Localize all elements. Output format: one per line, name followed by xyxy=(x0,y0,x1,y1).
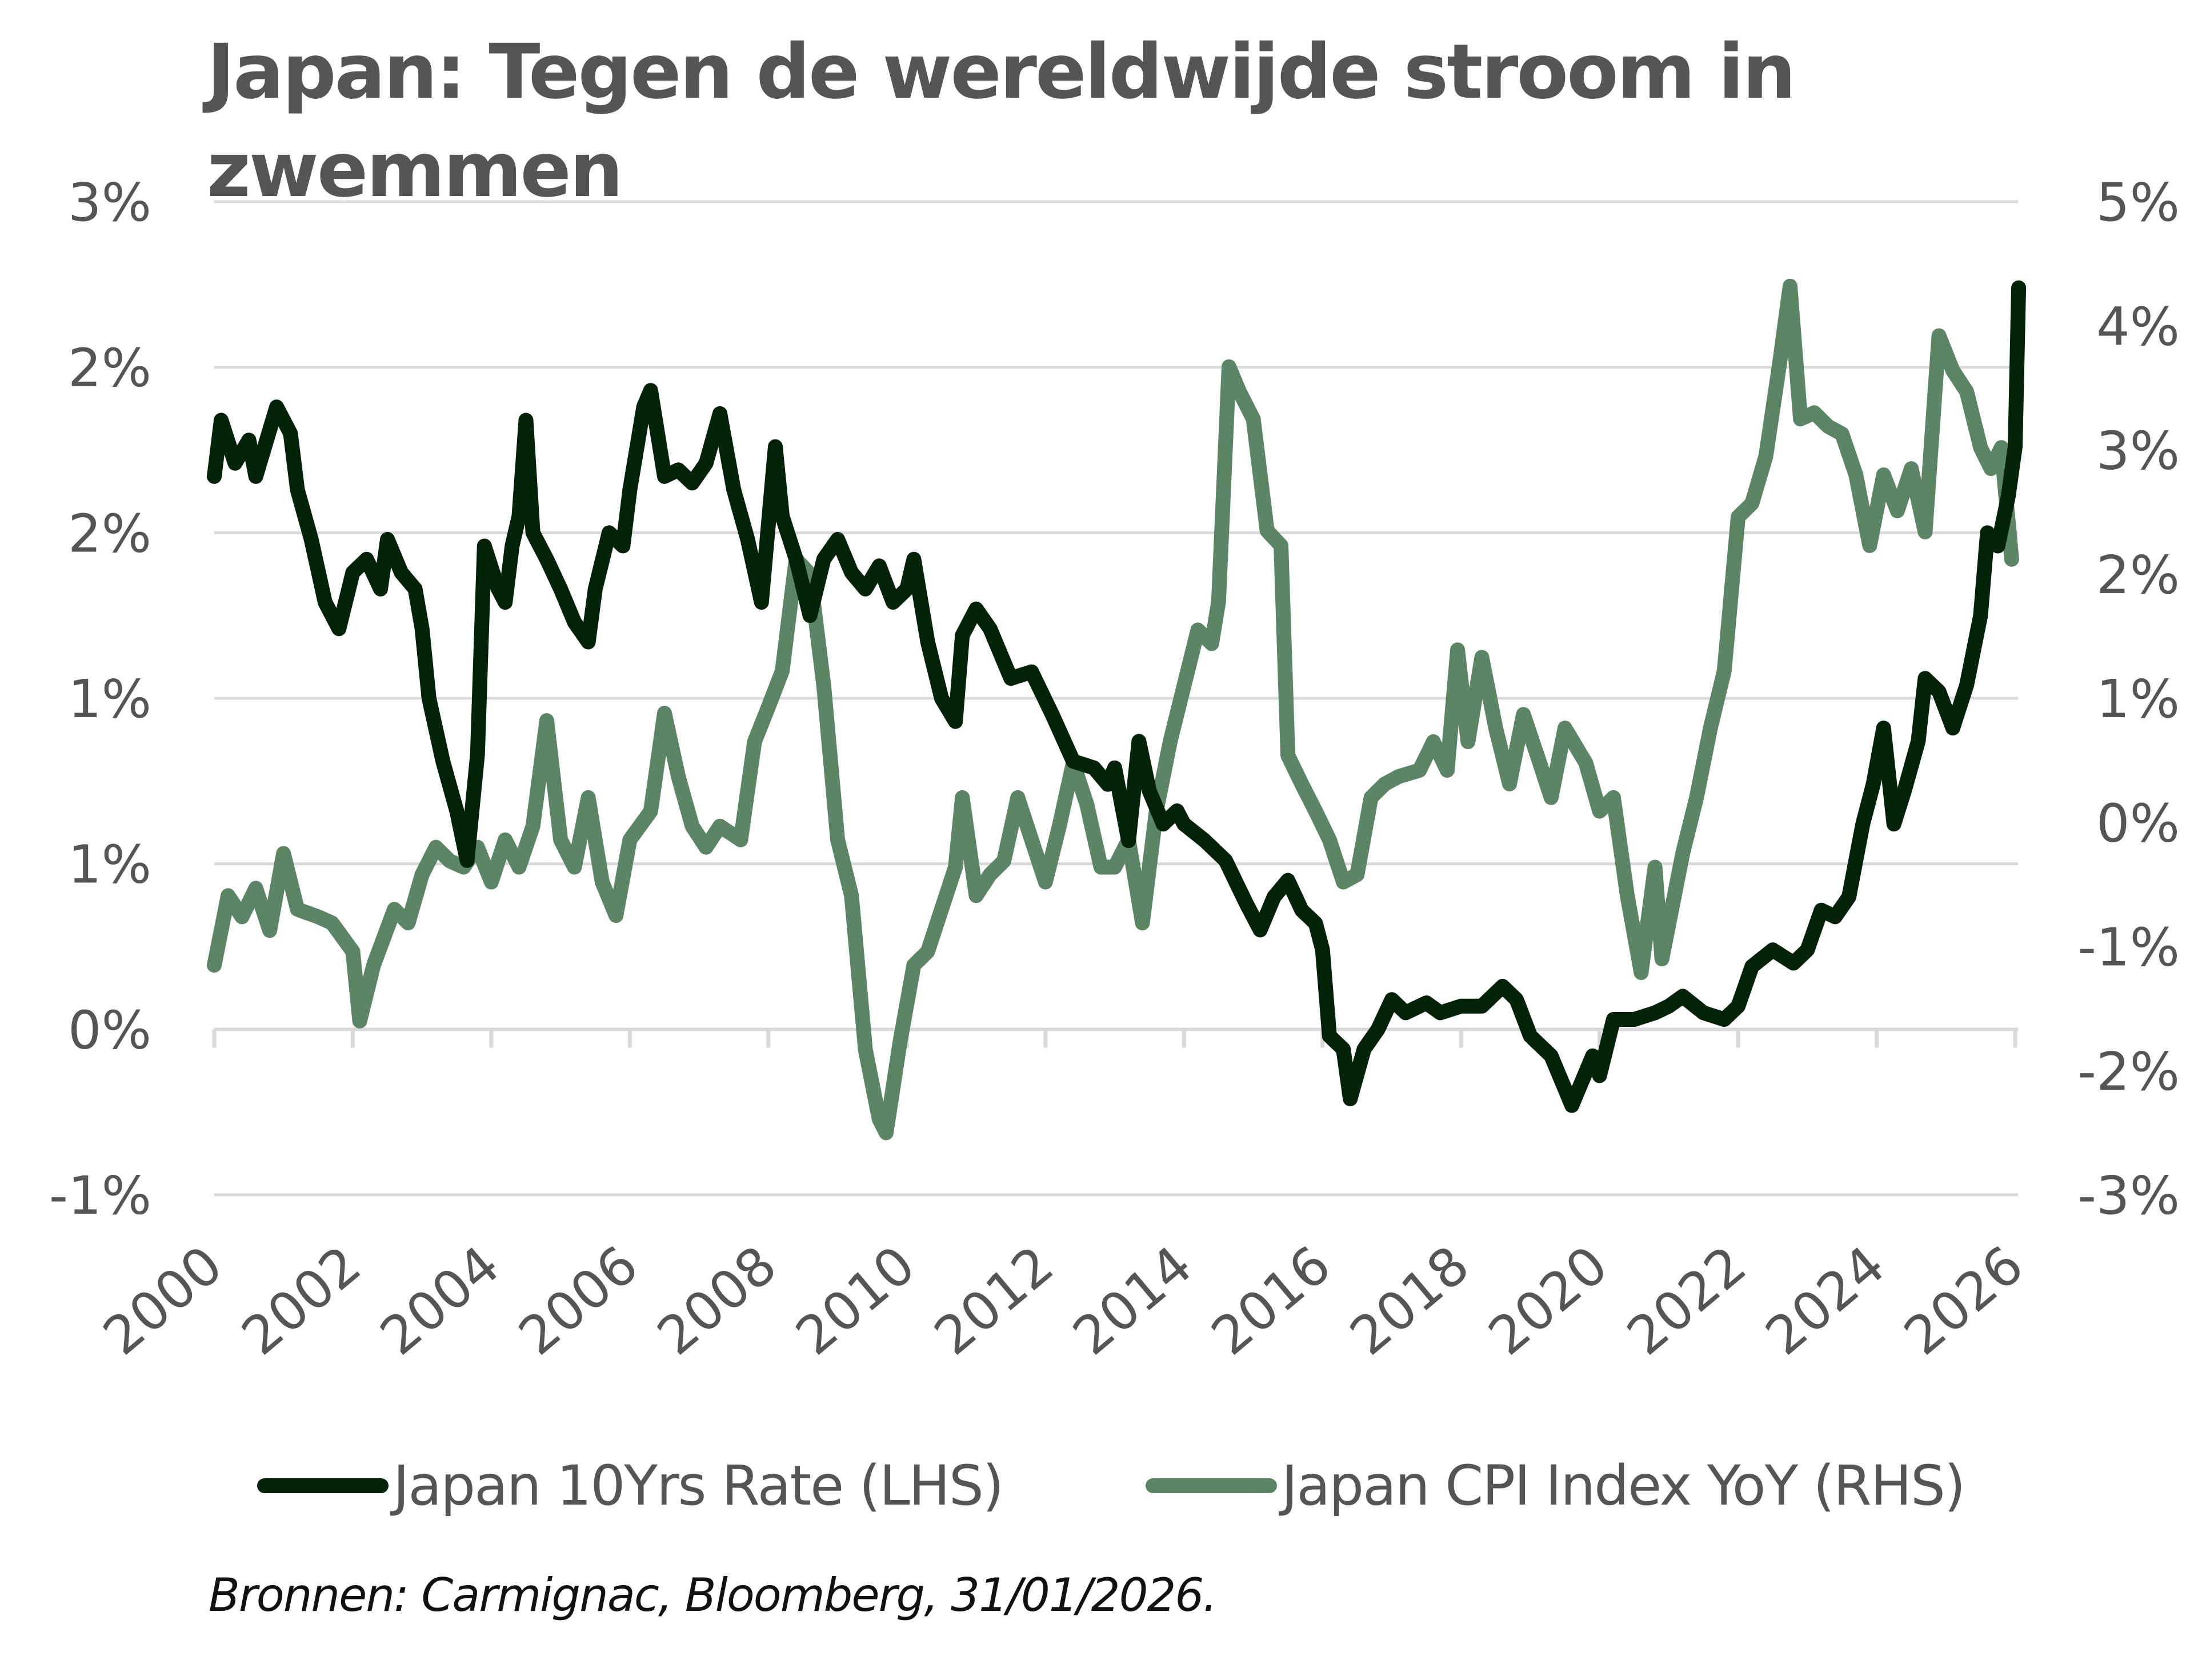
series-lines xyxy=(207,278,2027,1141)
x-tick-label: 2018 xyxy=(1339,1234,1480,1367)
chart-title: Japan: Tegen de wereldwijde stroom in zw… xyxy=(207,28,1796,214)
legend-swatch-cpi xyxy=(1146,1478,1277,1493)
right-tick-label: 0% xyxy=(2096,793,2180,854)
left-tick-label: 2% xyxy=(68,503,151,564)
right-tick-label: -1% xyxy=(2077,917,2180,978)
right-tick-label: -3% xyxy=(2077,1165,2180,1226)
legend-label-rate: Japan 10Yrs Rate (LHS) xyxy=(393,1454,1004,1518)
right-tick-label: 5% xyxy=(2096,172,2180,233)
legend-item-cpi: Japan CPI Index YoY (RHS) xyxy=(1146,1454,1965,1518)
series-line-japan-10y-rate xyxy=(207,280,2027,1113)
left-tick-label: 2% xyxy=(68,338,151,399)
right-tick-label: 1% xyxy=(2096,669,2180,730)
x-tick-label: 2024 xyxy=(1755,1234,1896,1367)
x-tick-label: 2008 xyxy=(646,1234,788,1367)
x-tick-label: 2000 xyxy=(92,1234,234,1367)
x-tick-label: 2020 xyxy=(1478,1234,1619,1367)
right-y-axis: 5% 4% 3% 2% 1% 0% -1% -2% -3% xyxy=(2077,172,2180,1226)
legend-swatch-rate xyxy=(257,1478,389,1493)
left-tick-label: 0% xyxy=(68,999,151,1061)
x-axis xyxy=(212,1027,2018,1048)
x-tick-label: 2006 xyxy=(507,1234,649,1367)
x-tick-label: 2026 xyxy=(1893,1234,2035,1367)
legend-item-rate: Japan 10Yrs Rate (LHS) xyxy=(257,1454,1004,1518)
left-tick-label: -1% xyxy=(49,1165,151,1226)
right-tick-label: 3% xyxy=(2096,421,2180,482)
x-tick-label: 2022 xyxy=(1616,1234,1757,1367)
right-tick-label: 4% xyxy=(2096,296,2180,357)
left-tick-label: 1% xyxy=(68,669,151,730)
x-axis-tick-labels: 2000200220042006200820102012201420162018… xyxy=(92,1234,2035,1367)
x-tick-label: 2016 xyxy=(1200,1234,1342,1367)
legend-label-cpi: Japan CPI Index YoY (RHS) xyxy=(1282,1454,1965,1518)
source-note: Bronnen: Carmignac, Bloomberg, 31/01/202… xyxy=(209,1569,1218,1622)
x-tick-label: 2002 xyxy=(230,1234,372,1367)
series-line-japan-cpi-yoy xyxy=(207,278,2019,1141)
x-tick-label: 2010 xyxy=(784,1234,926,1367)
x-tick-label: 2012 xyxy=(923,1234,1065,1367)
x-tick-label: 2014 xyxy=(1062,1234,1203,1367)
right-tick-label: -2% xyxy=(2077,1041,2180,1102)
left-y-axis: 3% 2% 2% 1% 1% 0% -1% xyxy=(49,172,151,1226)
left-tick-label: 3% xyxy=(68,172,151,233)
x-tick-label: 2004 xyxy=(369,1234,511,1367)
right-tick-label: 2% xyxy=(2096,545,2180,606)
left-tick-label: 1% xyxy=(68,834,151,895)
